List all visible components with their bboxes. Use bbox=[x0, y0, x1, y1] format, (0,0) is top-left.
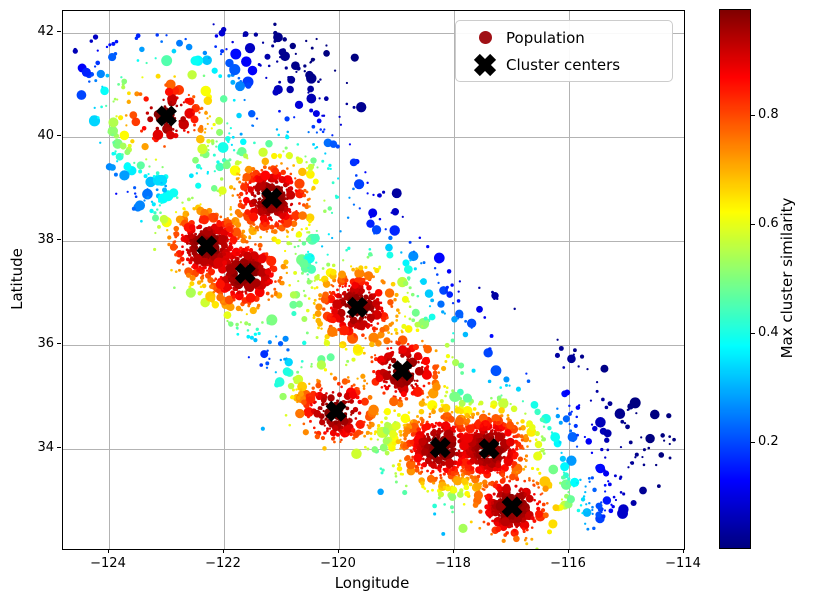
colorbar-tick-label: 0.8 bbox=[758, 107, 779, 123]
x-tick-mark bbox=[222, 549, 224, 553]
y-tick-mark bbox=[57, 135, 61, 137]
y-tick-mark bbox=[57, 447, 61, 449]
y-tick-label: 40 bbox=[37, 127, 54, 143]
plot-area bbox=[62, 10, 685, 550]
y-tick-label: 38 bbox=[37, 231, 54, 247]
legend-item-population: Population bbox=[464, 24, 664, 51]
x-axis-label: Longitude bbox=[334, 574, 410, 592]
y-tick-mark bbox=[57, 31, 61, 33]
x-tick-label: −122 bbox=[205, 556, 241, 571]
x-tick-label: −124 bbox=[90, 556, 126, 571]
population-dot-icon bbox=[478, 31, 492, 44]
colorbar-tick-mark bbox=[751, 332, 755, 334]
legend: Population Cluster centers bbox=[455, 20, 673, 82]
colorbar-tick-label: 0.4 bbox=[758, 325, 779, 341]
colorbar-tick-mark bbox=[751, 223, 755, 225]
legend-label-cluster-centers: Cluster centers bbox=[506, 55, 621, 74]
y-tick-mark bbox=[57, 239, 61, 241]
colorbar-tick-mark bbox=[751, 441, 755, 443]
x-tick-label: −114 bbox=[665, 556, 701, 571]
x-tick-label: −120 bbox=[320, 556, 356, 571]
x-tick-mark bbox=[567, 549, 569, 553]
colorbar-tick-label: 0.2 bbox=[758, 434, 779, 450]
cluster-x-marker-icon bbox=[473, 53, 497, 76]
colorbar-tick-mark bbox=[751, 114, 755, 116]
legend-label-population: Population bbox=[506, 28, 585, 47]
legend-item-cluster-centers: Cluster centers bbox=[464, 51, 664, 78]
x-tick-mark bbox=[452, 549, 454, 553]
x-tick-mark bbox=[682, 549, 684, 553]
x-tick-label: −118 bbox=[435, 556, 471, 571]
x-tick-mark bbox=[107, 549, 109, 553]
x-tick-mark bbox=[337, 549, 339, 553]
y-tick-label: 42 bbox=[37, 23, 54, 39]
x-tick-label: −116 bbox=[550, 556, 586, 571]
colorbar-tick-label: 0.6 bbox=[758, 216, 779, 232]
scatter-canvas bbox=[63, 11, 684, 549]
y-tick-label: 34 bbox=[37, 439, 54, 455]
y-tick-mark bbox=[57, 343, 61, 345]
colorbar-label: Max cluster similarity bbox=[778, 197, 796, 359]
y-axis-label: Latitude bbox=[8, 248, 26, 310]
y-tick-label: 36 bbox=[37, 335, 54, 351]
colorbar-gradient bbox=[720, 10, 750, 548]
colorbar bbox=[719, 9, 751, 549]
